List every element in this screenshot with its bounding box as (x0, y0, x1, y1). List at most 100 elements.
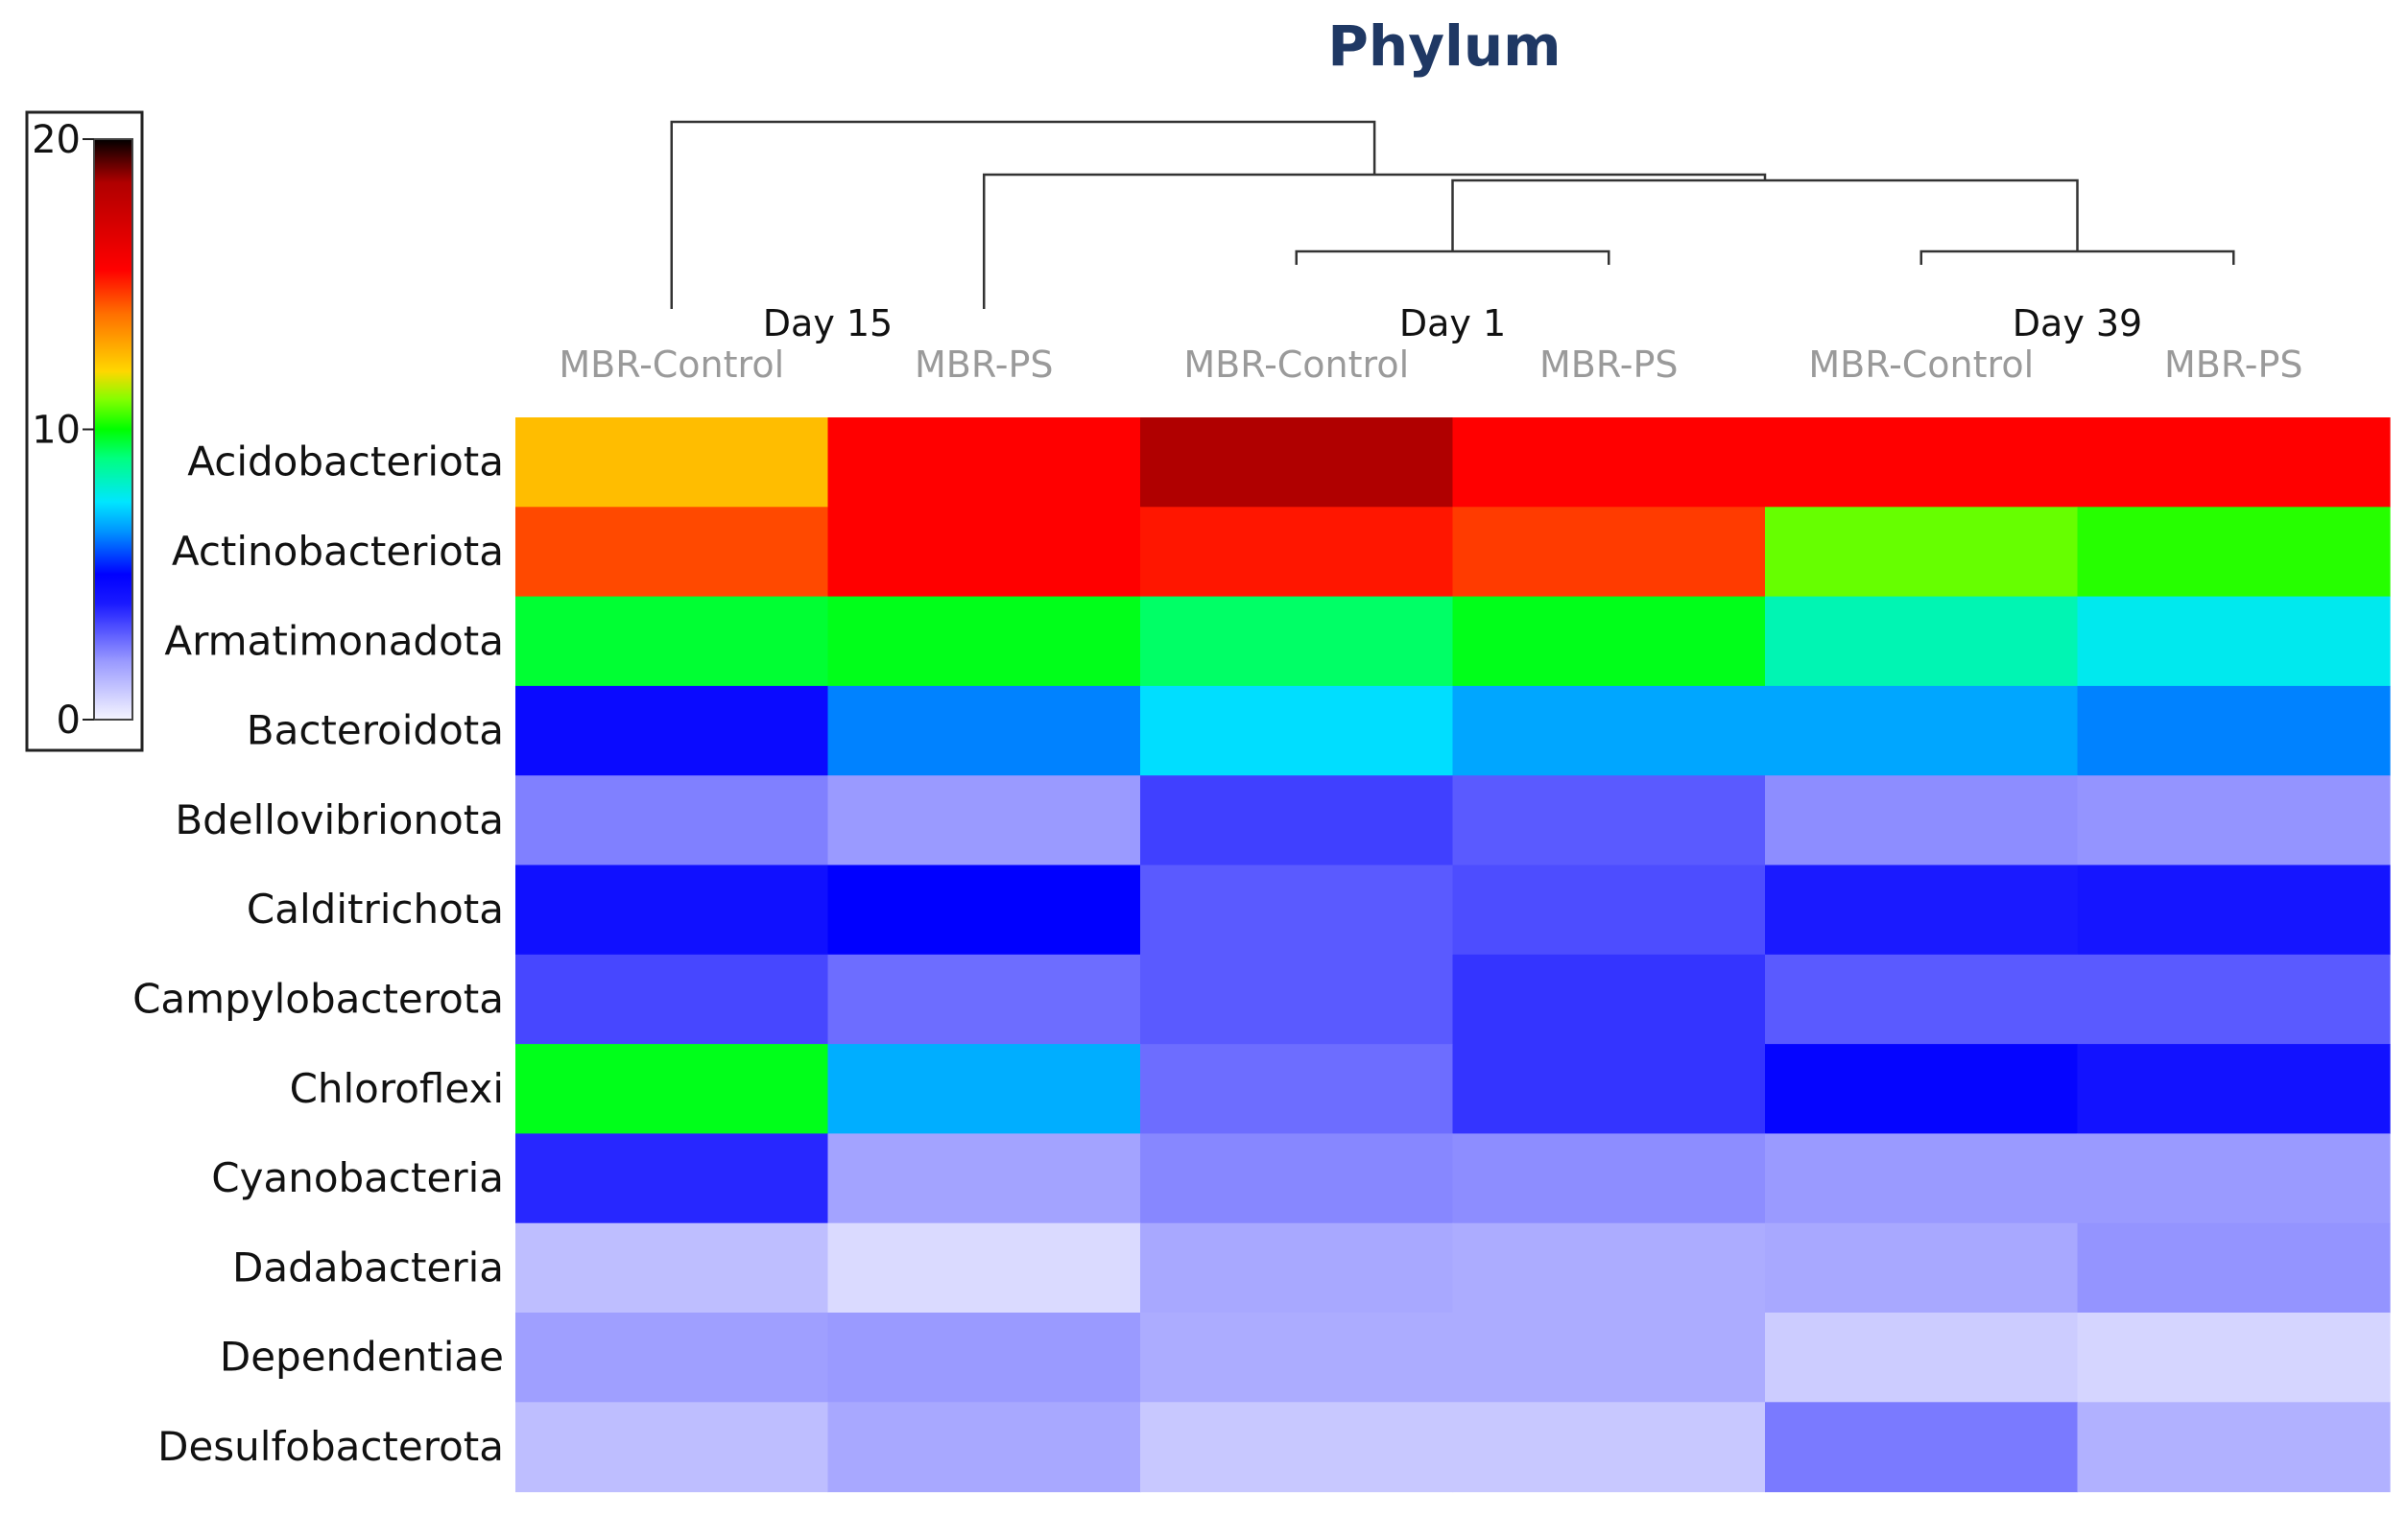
heatmap-cell (1140, 954, 1454, 1045)
heatmap-cell (515, 417, 829, 508)
heatmap-cell (1140, 1313, 1454, 1403)
column-label: MBR-Control (1183, 343, 1409, 386)
legend-tick-label: 10 (32, 409, 81, 453)
heatmap-cell (1765, 685, 2079, 776)
dendrogram-branch (1451, 178, 2079, 251)
heatmap-cell (827, 775, 1141, 866)
heatmap-cell (1452, 1133, 1766, 1224)
row-label: Acidobacteriota (187, 438, 504, 486)
row-labels: Acidobacteriota Actinobacteriota Armatimon… (132, 438, 504, 1470)
heatmap-cell (2077, 1313, 2391, 1403)
heatmap-cell (1140, 1222, 1454, 1314)
heatmap-cell (2077, 1222, 2391, 1314)
heatmap-cell (1452, 685, 1766, 776)
heatmap-cell (1452, 1313, 1766, 1403)
heatmap-cell (515, 685, 829, 776)
heatmap-cell (827, 1402, 1141, 1493)
column-label: MBR-PS (2164, 343, 2302, 386)
heatmap-cell (827, 1222, 1141, 1314)
heatmap-cell (827, 507, 1141, 598)
heatmap-cell (827, 1313, 1141, 1403)
heatmap-cell (1140, 775, 1454, 866)
heatmap-cell (1140, 417, 1454, 508)
color-scale-legend: 0 10 20 (25, 110, 144, 752)
heatmap-cells (515, 417, 2391, 1493)
group-label: Day 15 (763, 302, 893, 344)
row-label: Actinobacteriota (172, 528, 504, 575)
column-label: MBR-PS (1539, 343, 1678, 386)
heatmap-cell (1140, 865, 1454, 956)
row-label: Desulfobacterota (157, 1423, 504, 1470)
heatmap-cell (1140, 1044, 1454, 1134)
dendrogram-branch (1919, 249, 2235, 265)
heatmap-cell (515, 596, 829, 687)
heatmap-cell (827, 417, 1141, 508)
heatmap-cell (515, 1044, 829, 1134)
legend-ticks: 0 10 20 (32, 118, 94, 743)
heatmap-cell (515, 507, 829, 598)
heatmap-cell (1452, 954, 1766, 1045)
column-label: MBR-PS (915, 343, 1053, 386)
heatmap-cell (1765, 1044, 2079, 1134)
heatmap-cell (1765, 775, 2079, 866)
row-label: Calditrichota (247, 886, 504, 933)
group-labels: Day 15 Day 1 Day 39 (763, 302, 2142, 344)
heatmap-cell (2077, 1044, 2391, 1134)
heatmap-cell (515, 1222, 829, 1314)
heatmap-cell (2077, 865, 2391, 956)
legend-color-bar (93, 138, 133, 721)
heatmap-cell (2077, 1133, 2391, 1224)
heatmap-cell (1765, 954, 2079, 1045)
heatmap-cell (1452, 1222, 1766, 1314)
heatmap-cell (2077, 775, 2391, 866)
row-label: Campylobacterota (132, 975, 504, 1022)
heatmap-cell (515, 1313, 829, 1403)
heatmap-cell (1140, 1133, 1454, 1224)
heatmap-cell (2077, 1402, 2391, 1493)
heatmap-cell (1765, 596, 2079, 687)
heatmap-cell (515, 865, 829, 956)
legend-tick-label: 20 (32, 118, 81, 162)
group-label: Day 39 (2013, 302, 2142, 344)
row-label: Bacteroidota (247, 707, 504, 754)
row-label: Dependentiae (220, 1334, 504, 1381)
heatmap-cell (2077, 417, 2391, 508)
legend-tick-label: 0 (57, 699, 81, 743)
heatmap-cell (515, 954, 829, 1045)
heatmap-cell (2077, 954, 2391, 1045)
column-labels: MBR-Control MBR-PS MBR-Control MBR-PS MBR-Co… (559, 343, 2302, 386)
heatmap-cell (827, 1133, 1141, 1224)
heatmap-cell (2077, 507, 2391, 598)
heatmap-cell (827, 1044, 1141, 1134)
heatmap-cell (2077, 596, 2391, 687)
heatmap-cell (1765, 1222, 2079, 1314)
heatmap-cell (1452, 1402, 1766, 1493)
heatmap-cell (1140, 1402, 1454, 1493)
heatmap-cell (1452, 1044, 1766, 1134)
heatmap-cell (1765, 1133, 2079, 1224)
dendrogram-branch (670, 120, 1376, 309)
heatmap-cell (827, 685, 1141, 776)
heatmap-cell (827, 865, 1141, 956)
heatmap-cell (1765, 1402, 2079, 1493)
heatmap-cell (1140, 507, 1454, 598)
heatmap-cell (827, 596, 1141, 687)
row-label: Armatimonadota (164, 617, 504, 664)
heatmap-cell (1452, 417, 1766, 508)
heatmap-cell (827, 954, 1141, 1045)
heatmap-cell (1765, 507, 2079, 598)
heatmap-cell (515, 1133, 829, 1224)
heatmap-cell (1765, 417, 2079, 508)
column-label: MBR-Control (1808, 343, 2034, 386)
row-label: Dadabacteria (232, 1244, 504, 1291)
heatmap-cell (1452, 596, 1766, 687)
heatmap-cell (1140, 685, 1454, 776)
dendrogram-branch (983, 173, 1767, 309)
column-dendrogram (670, 120, 2235, 309)
heatmap-cell (2077, 685, 2391, 776)
legend-frame (25, 110, 144, 752)
group-label: Day 1 (1399, 302, 1506, 344)
column-label: MBR-Control (559, 343, 784, 386)
heatmap-cell (1452, 865, 1766, 956)
